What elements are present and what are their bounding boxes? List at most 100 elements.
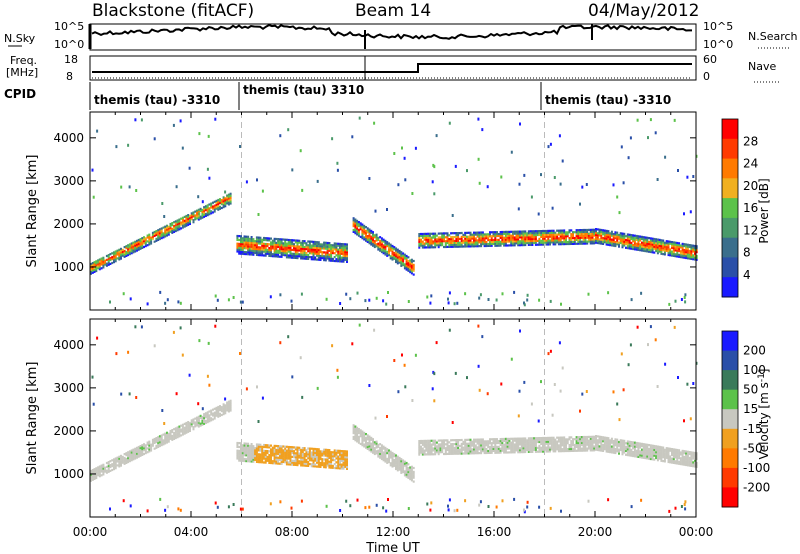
velocity-cell bbox=[531, 444, 534, 448]
power-cell bbox=[519, 234, 521, 237]
power-cell bbox=[319, 243, 322, 246]
power-cell bbox=[105, 254, 108, 258]
power-cell bbox=[319, 249, 322, 252]
power-cell bbox=[642, 241, 645, 245]
power-cell bbox=[667, 246, 670, 249]
power-cell bbox=[685, 243, 688, 246]
power-cell bbox=[621, 236, 624, 239]
velocity-cell bbox=[430, 453, 433, 456]
power-cell bbox=[439, 240, 442, 243]
power-cell bbox=[672, 250, 675, 254]
velocity-cell bbox=[301, 452, 304, 455]
velocity-cell bbox=[305, 458, 308, 462]
power-cell bbox=[692, 256, 695, 259]
power-cell bbox=[118, 254, 121, 257]
power-cell bbox=[686, 249, 689, 252]
power-cell bbox=[240, 246, 242, 249]
velocity-cell bbox=[649, 456, 652, 459]
power-cell bbox=[90, 268, 92, 271]
velocity-cell bbox=[626, 450, 629, 453]
power-cell bbox=[238, 252, 241, 255]
velocity-cell bbox=[552, 436, 555, 439]
power-cell bbox=[289, 240, 292, 244]
velocity-cell bbox=[405, 471, 408, 474]
velocity-cell bbox=[396, 457, 399, 460]
velocity-cell bbox=[160, 442, 163, 445]
velocity-cell bbox=[215, 406, 218, 409]
power-cell bbox=[155, 237, 158, 240]
power-cell bbox=[453, 241, 456, 244]
velocity-cell bbox=[346, 458, 348, 461]
velocity-cell bbox=[655, 454, 658, 458]
power-cell bbox=[679, 254, 682, 257]
velocity-cell bbox=[331, 464, 334, 467]
velocity-cell bbox=[552, 440, 555, 443]
power-cell bbox=[602, 237, 605, 240]
power-cell bbox=[98, 258, 101, 261]
power-cell bbox=[346, 251, 348, 254]
velocity-cell bbox=[566, 449, 569, 453]
power-cell bbox=[368, 236, 371, 239]
velocity-cell bbox=[641, 452, 643, 455]
velocity-cell bbox=[148, 440, 151, 443]
velocity-cell bbox=[220, 408, 223, 411]
power-cell bbox=[460, 237, 463, 240]
velocity-cell bbox=[457, 444, 460, 447]
power-cell bbox=[573, 236, 576, 240]
velocity-cell bbox=[444, 439, 447, 442]
velocity-cell bbox=[557, 440, 560, 443]
velocity-cell bbox=[398, 460, 401, 463]
velocity-cell bbox=[492, 438, 495, 441]
velocity-cell bbox=[181, 431, 184, 434]
power-cell bbox=[506, 238, 509, 241]
power-cell bbox=[181, 220, 184, 223]
velocity-cell bbox=[420, 439, 422, 443]
power-cell bbox=[323, 257, 326, 260]
velocity-cell bbox=[494, 451, 497, 454]
power-cell bbox=[584, 236, 587, 239]
velocity-cell bbox=[556, 444, 559, 447]
power-plot-area bbox=[90, 112, 696, 310]
power-cell bbox=[536, 230, 539, 233]
power-cell bbox=[425, 246, 428, 249]
power-cell bbox=[132, 249, 135, 252]
power-cell bbox=[241, 241, 244, 244]
velocity-cell bbox=[462, 448, 465, 451]
velocity-cell bbox=[300, 448, 303, 451]
power-cell bbox=[667, 242, 670, 245]
power-cell bbox=[663, 243, 666, 246]
power-cell bbox=[568, 242, 571, 246]
power-cell bbox=[596, 239, 599, 243]
velocity-cell bbox=[610, 439, 613, 442]
velocity-cell bbox=[600, 439, 603, 442]
power-cell bbox=[644, 250, 647, 253]
velocity-cell bbox=[162, 439, 165, 442]
power-cell bbox=[201, 216, 204, 219]
power-cell bbox=[213, 208, 216, 211]
power-cell bbox=[483, 241, 486, 244]
power-cell bbox=[139, 247, 142, 250]
velocity-cell bbox=[603, 442, 606, 445]
velocity-cell bbox=[180, 428, 183, 431]
power-cell bbox=[554, 237, 557, 240]
power-cell bbox=[162, 236, 165, 239]
velocity-cell bbox=[651, 450, 654, 453]
velocity-cell bbox=[531, 443, 534, 446]
power-cell bbox=[303, 249, 306, 252]
power-cell bbox=[379, 241, 382, 245]
velocity-cell bbox=[587, 447, 590, 450]
power-cell bbox=[694, 246, 696, 249]
power-cell bbox=[391, 256, 394, 259]
power-cell bbox=[363, 224, 366, 227]
velocity-cell bbox=[662, 454, 665, 457]
power-cell bbox=[337, 250, 340, 253]
power-cell bbox=[301, 249, 304, 252]
velocity-cell bbox=[317, 454, 320, 457]
power-cell bbox=[285, 252, 288, 255]
velocity-cell bbox=[337, 457, 340, 460]
velocity-cell bbox=[259, 459, 262, 462]
power-cell bbox=[460, 231, 463, 235]
power-cell bbox=[241, 252, 244, 255]
velocity-cell bbox=[595, 446, 597, 449]
velocity-cell bbox=[128, 460, 131, 463]
